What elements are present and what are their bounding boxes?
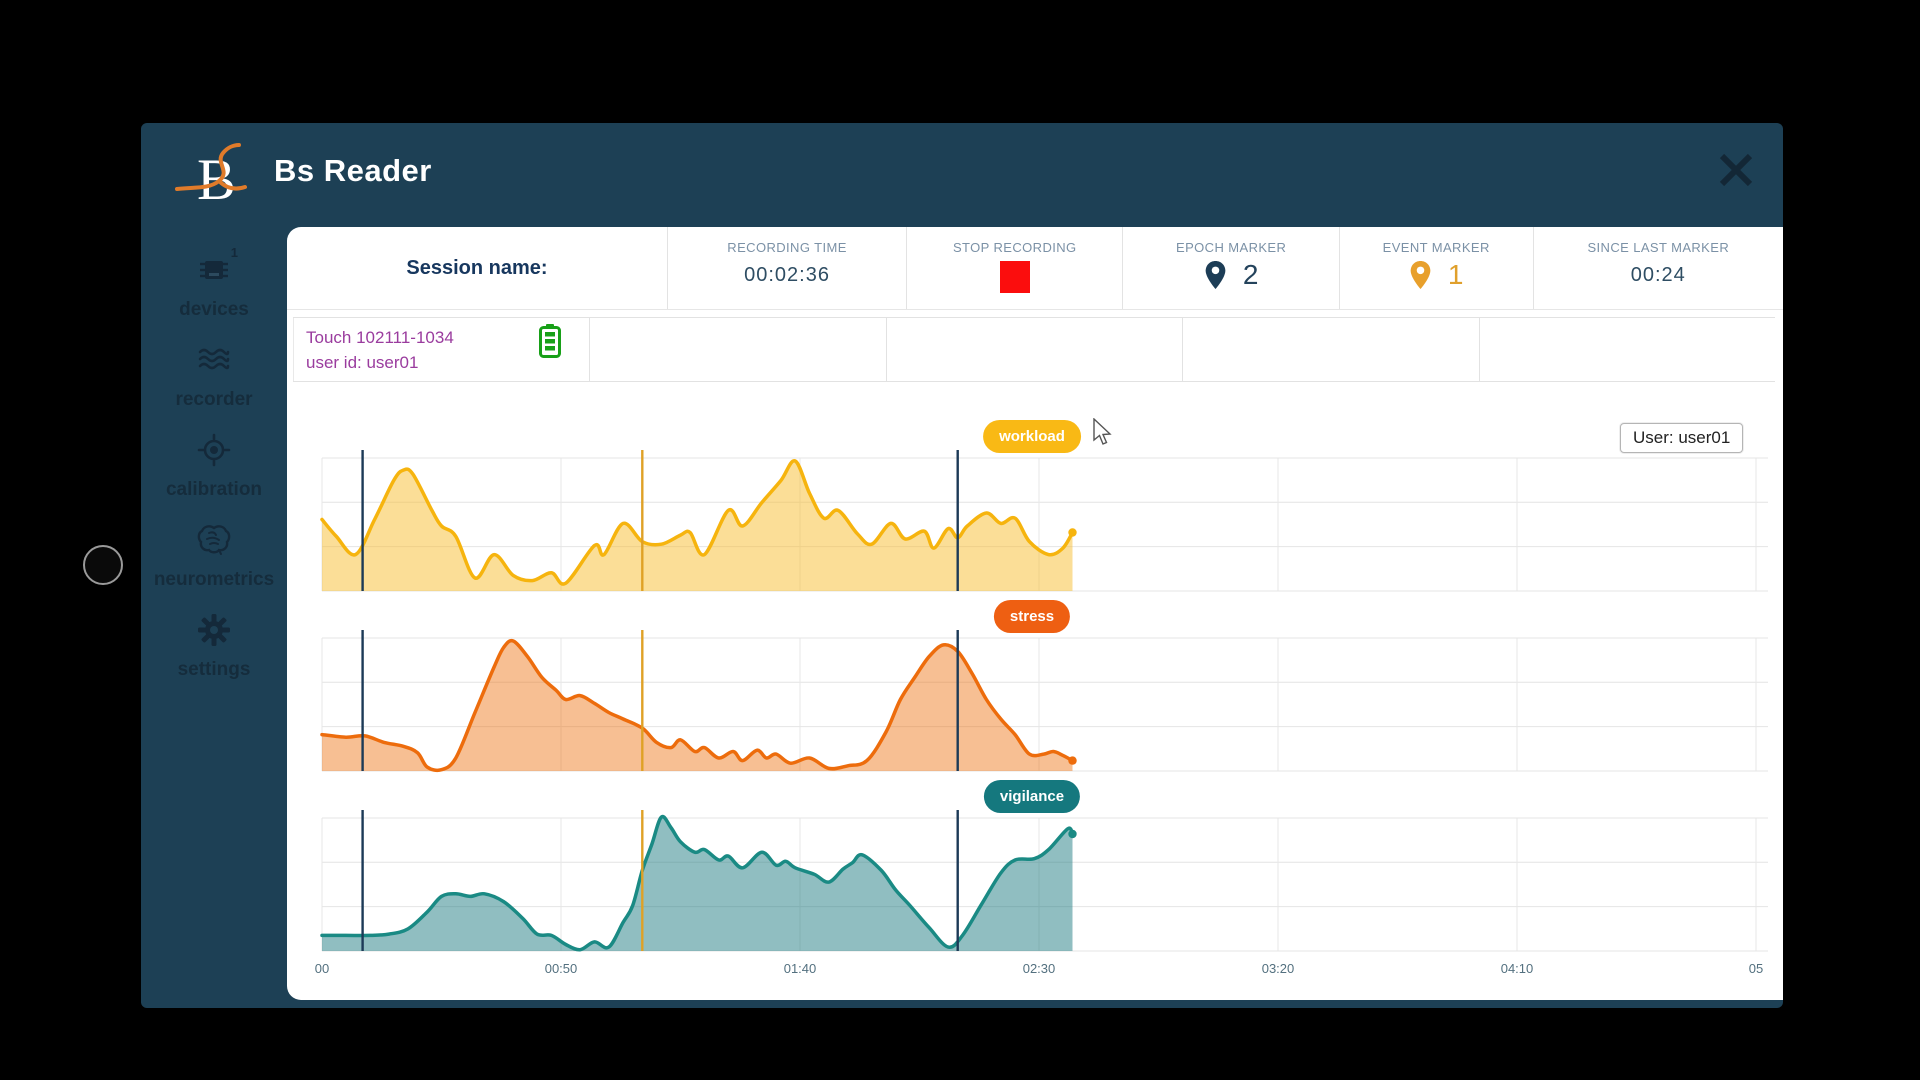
device-cell-empty: [589, 318, 885, 381]
stop-recording-button[interactable]: [999, 261, 1030, 293]
epoch-marker-cell: EPOCH MARKER 2: [1122, 227, 1338, 309]
epoch-marker-count: 2: [1242, 259, 1259, 290]
waves-icon: [197, 343, 231, 377]
time-axis: 00 00:50 01:40 02:30 03:20 04:10 05: [287, 961, 1780, 981]
time-axis-tick: 00:50: [544, 961, 578, 976]
vigilance-chart: [287, 810, 1780, 957]
device-cell-empty: [1478, 318, 1775, 381]
devices-count-badge: 1: [230, 245, 238, 260]
device-cell-empty: [1182, 318, 1478, 381]
since-last-marker-cell: SINCE LAST MARKER 00:24: [1532, 227, 1783, 309]
charts-area: workload stress vigilance 00 00:50 01:40 02…: [287, 390, 1783, 1000]
logo-b-letter: B: [197, 147, 236, 212]
time-axis-tick: 04:10: [1500, 961, 1534, 976]
sidebar-item-recorder[interactable]: recorder: [175, 343, 253, 411]
sidebar-item-devices[interactable]: 1 devices: [179, 245, 249, 321]
stress-chart: [287, 630, 1780, 777]
recording-time-value: 00:02:36: [744, 264, 830, 286]
stop-recording-cell: STOP RECORDING: [906, 227, 1122, 309]
time-axis-tick: 05: [1748, 961, 1764, 976]
event-marker-count: 1: [1447, 259, 1464, 290]
recording-time-cell: RECORDING TIME 00:02:36: [667, 227, 906, 309]
sidebar-item-label: devices: [179, 299, 249, 320]
chip-icon: 1: [197, 245, 238, 287]
app-header: B Bs Reader: [141, 123, 1783, 227]
target-icon: [197, 433, 231, 467]
brain-icon: [197, 523, 231, 557]
device-cell-touch[interactable]: Touch 102111-1034 user id: user01: [293, 318, 589, 381]
event-pin-icon[interactable]: [1409, 260, 1432, 290]
session-name-label: Session name:: [406, 256, 548, 279]
session-name-cell: Session name:: [287, 227, 667, 309]
mouse-cursor-icon: [1093, 418, 1112, 445]
vigilance-badge: vigilance: [983, 780, 1081, 813]
since-last-marker-value: 00:24: [1630, 264, 1686, 286]
time-axis-tick: 01:40: [783, 961, 817, 976]
since-last-marker-label: SINCE LAST MARKER: [1587, 240, 1730, 255]
event-marker-cell: EVENT MARKER 1: [1338, 227, 1533, 309]
stress-badge: stress: [993, 600, 1071, 633]
time-axis-tick: 03:20: [1261, 961, 1295, 976]
epoch-marker-label: EPOCH MARKER: [1176, 240, 1287, 255]
status-bar: Session name: RECORDING TIME 00:02:36 ST…: [287, 227, 1783, 310]
logo-swirl-icon: [175, 143, 247, 191]
workload-badge: workload: [983, 420, 1081, 453]
battery-full-icon: [539, 324, 562, 358]
screen-edge-circle: [83, 545, 123, 585]
gear-icon: [197, 613, 231, 647]
sidebar-item-label: settings: [177, 659, 251, 680]
time-axis-tick: 00: [314, 961, 330, 976]
event-marker-label: EVENT MARKER: [1382, 240, 1490, 255]
sidebar-item-label: neurometrics: [153, 569, 275, 590]
sidebar-item-label: calibration: [165, 479, 263, 500]
app-title: Bs Reader: [274, 153, 432, 188]
workload-chart: [287, 450, 1780, 597]
close-icon: [1719, 153, 1753, 187]
epoch-pin-icon[interactable]: [1204, 260, 1227, 290]
time-axis-tick: 02:30: [1022, 961, 1056, 976]
sidebar-nav: 1 devices recorder: [141, 227, 287, 1008]
device-user-id: user id: user01: [306, 353, 419, 372]
user-tag: User: user01: [1620, 423, 1744, 453]
sidebar-item-label: recorder: [175, 389, 253, 410]
sidebar-item-calibration[interactable]: calibration: [166, 433, 262, 501]
app-window: B Bs Reader: [141, 123, 1783, 1008]
content-panel: Session name: RECORDING TIME 00:02:36 ST…: [287, 227, 1783, 1000]
bs-logo-icon: B: [175, 143, 251, 215]
recording-time-label: RECORDING TIME: [727, 240, 847, 255]
close-button[interactable]: [1713, 147, 1759, 193]
sidebar-item-settings[interactable]: settings: [177, 613, 251, 681]
device-cell-empty: [885, 318, 1182, 381]
sidebar-item-neurometrics[interactable]: neurometrics: [154, 523, 274, 591]
device-name: Touch 102111-1034: [306, 328, 454, 347]
stop-recording-label: STOP RECORDING: [952, 240, 1077, 255]
device-list-row: Touch 102111-1034 user id: user01: [293, 317, 1775, 382]
